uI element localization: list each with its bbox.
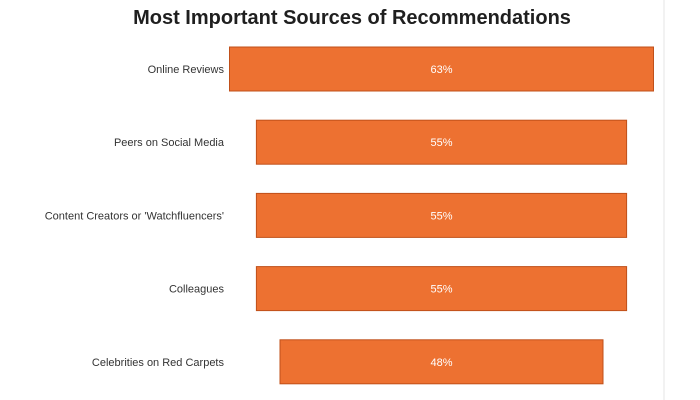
bars-group: 63% Online Reviews 55% Peers on Social Medi…: [45, 46, 654, 385]
bar-4: [255, 266, 628, 312]
bar-2: [255, 119, 628, 165]
category-label-5: Celebrities on Red Carpets: [92, 357, 225, 369]
category-label-2: Peers on Social Media: [114, 137, 225, 149]
bar-value-label-4: 55%: [430, 284, 452, 296]
category-label-4: Colleagues: [169, 284, 225, 296]
bar-value-label-1: 63%: [430, 64, 452, 76]
bar-value-label-5: 48%: [430, 357, 452, 369]
chart-title: Most Important Sources of Recommendation…: [133, 7, 571, 29]
bar-1: [229, 46, 654, 92]
bar-3: [255, 192, 628, 238]
bar-value-label-3: 55%: [430, 210, 452, 222]
bar-value-label-2: 55%: [430, 137, 452, 149]
category-label-3: Content Creators or 'Watchfluencers': [45, 210, 224, 222]
bar-5: [279, 339, 604, 385]
category-label-1: Online Reviews: [148, 64, 225, 76]
